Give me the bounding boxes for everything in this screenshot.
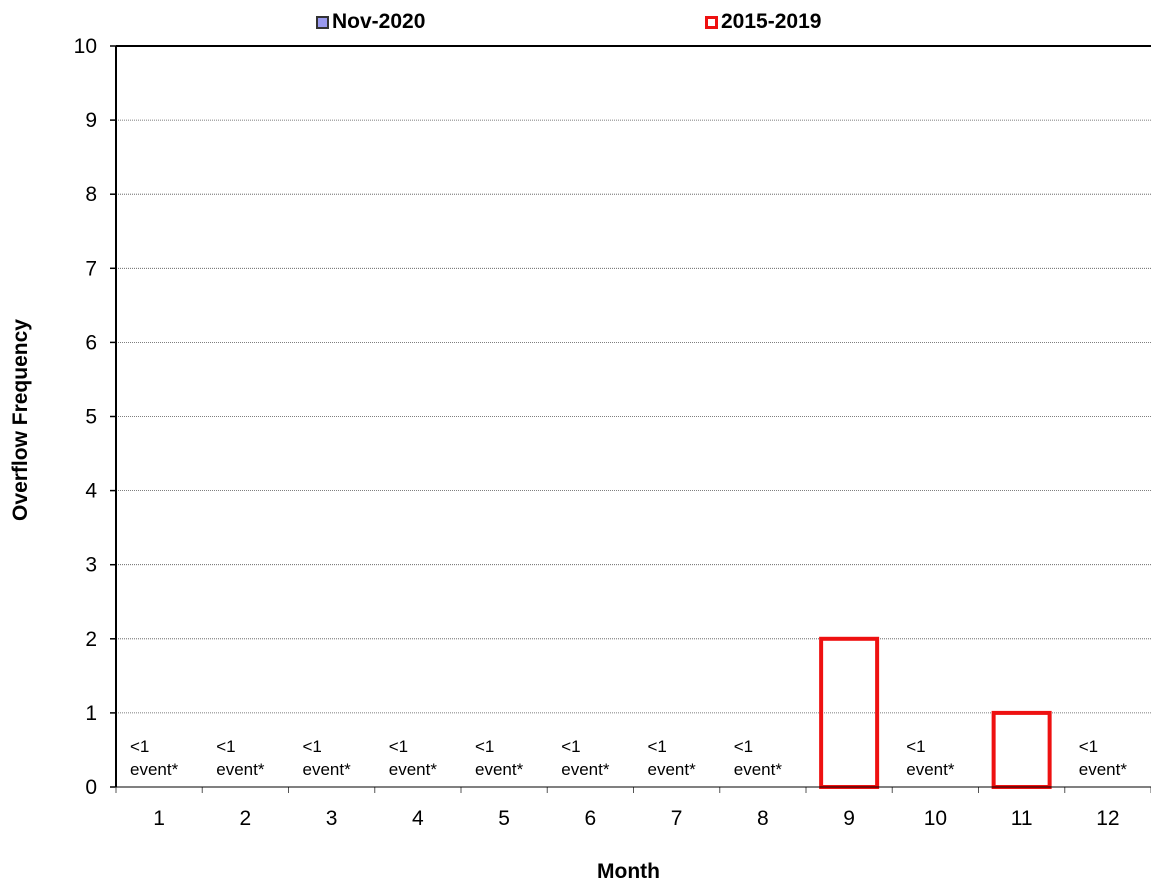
y-tick-label: 10 — [74, 35, 97, 58]
x-tick-label: 2 — [240, 807, 252, 830]
annotation-line2: event* — [216, 760, 265, 779]
x-axis-title: Month — [597, 860, 660, 883]
x-tick-label: 6 — [585, 807, 597, 830]
annotation-line1: <1 — [475, 737, 494, 756]
x-tick-label: 11 — [1011, 807, 1033, 830]
y-tick-label: 1 — [85, 702, 97, 725]
annotation-line1: <1 — [1079, 737, 1098, 756]
annotation-line2: event* — [303, 760, 352, 779]
y-tick-label: 2 — [85, 628, 97, 651]
annotation-line2: event* — [648, 760, 697, 779]
annotation-line1: <1 — [648, 737, 667, 756]
annotation-line1: <1 — [130, 737, 149, 756]
bar-2015-2019 — [991, 710, 1052, 790]
x-tick-label: 4 — [412, 807, 424, 830]
y-tick-label: 5 — [85, 406, 97, 429]
x-tick-label: 5 — [498, 807, 510, 830]
legend-swatch-nov-2020 — [316, 15, 329, 29]
y-tick-label: 4 — [85, 480, 97, 503]
x-tick-label: 10 — [924, 807, 947, 830]
annotation-line2: event* — [389, 760, 438, 779]
annotation-line1: <1 — [734, 737, 753, 756]
annotation-line2: event* — [130, 760, 179, 779]
x-tick-label: 1 — [153, 807, 165, 830]
annotation-line2: event* — [906, 760, 955, 779]
annotation-line2: event* — [734, 760, 783, 779]
x-tick-label: 8 — [757, 807, 769, 830]
annotation-line1: <1 — [216, 737, 235, 756]
annotation-line1: <1 — [561, 737, 580, 756]
y-tick-label: 7 — [85, 257, 97, 280]
y-tick-label: 0 — [85, 776, 97, 799]
y-tick-label: 6 — [85, 331, 97, 354]
legend-item-2015-2019: 2015-2019 — [705, 10, 821, 34]
legend-item-nov-2020: Nov-2020 — [316, 10, 425, 34]
y-tick-label: 3 — [85, 554, 97, 577]
x-tick-label: 7 — [671, 807, 683, 830]
legend-label-2015-2019: 2015-2019 — [721, 10, 822, 33]
annotation-line2: event* — [1079, 760, 1128, 779]
y-tick-label: 9 — [85, 109, 97, 132]
y-axis-title: Overflow Frequency — [9, 319, 32, 521]
annotation-line1: <1 — [303, 737, 322, 756]
annotation-line2: event* — [475, 760, 524, 779]
annotation-line2: event* — [561, 760, 610, 779]
y-tick-label: 8 — [85, 183, 97, 206]
x-tick-label: 9 — [843, 807, 855, 830]
x-tick-label: 3 — [326, 807, 338, 830]
legend-swatch-2015-2019 — [705, 15, 718, 29]
annotation-line1: <1 — [906, 737, 925, 756]
annotation-line1: <1 — [389, 737, 408, 756]
legend-label-nov-2020: Nov-2020 — [332, 10, 426, 33]
x-tick-label: 12 — [1096, 807, 1119, 830]
